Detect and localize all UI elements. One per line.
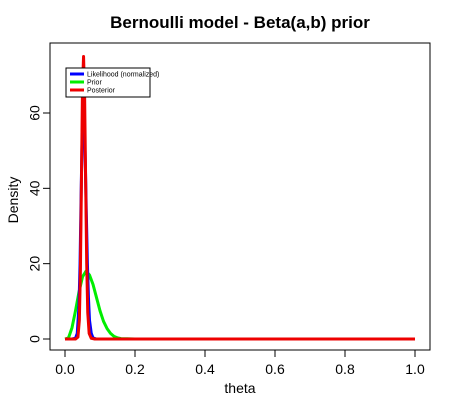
y-tick-label: 20 [27,256,43,272]
x-tick-label: 0.6 [265,361,285,377]
y-axis-label: Density [5,177,21,224]
x-tick-label: 0.8 [335,361,355,377]
y-tick-label: 60 [27,105,43,121]
series-line-posterior [65,55,415,341]
x-tick-label: 0.0 [55,361,75,377]
x-tick-label: 0.4 [195,361,215,377]
series-line-likelihood-normalized [65,111,415,341]
x-axis: 0.0 0.2 0.4 0.6 0.8 1.0 [55,349,425,377]
chart-title: Bernoulli model - Beta(a,b) prior [110,13,370,32]
y-tick-label: 40 [27,180,43,196]
legend-label-likelihood-normalized: Likelihood (normalized) [87,72,159,79]
legend-label-prior: Prior [87,80,102,87]
series-layer [64,55,415,341]
y-tick-label: 0 [27,335,43,343]
x-axis-label: theta [224,380,255,396]
legend-label-posterior: Posterior [87,88,116,95]
y-axis: 0 20 40 60 [27,105,51,343]
x-tick-label: 1.0 [405,361,425,377]
series-line-prior [64,269,415,341]
x-tick-label: 0.2 [125,361,145,377]
